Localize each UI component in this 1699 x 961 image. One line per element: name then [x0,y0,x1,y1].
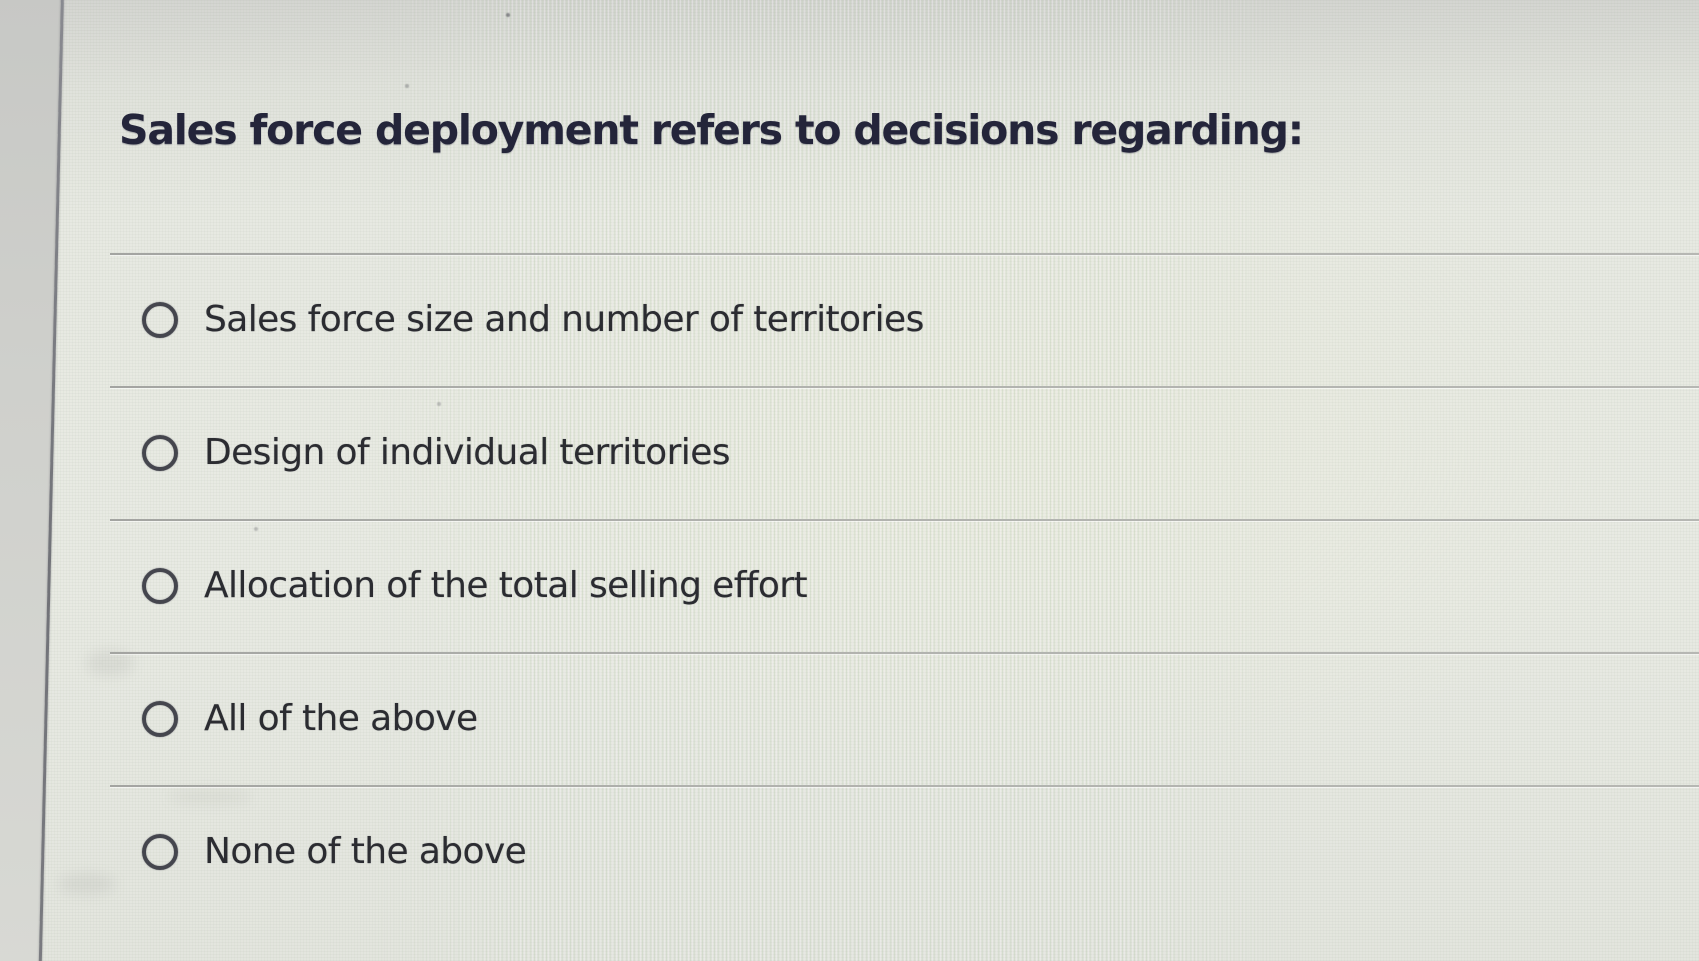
radio-button-icon[interactable] [142,700,178,737]
radio-button-icon[interactable] [142,833,178,870]
answer-option-row-4[interactable]: All of the above [110,652,1699,785]
divider [110,519,1699,521]
divider [110,386,1699,388]
option-label[interactable]: Design of individual territories [204,432,731,473]
answer-options-list: Sales force size and number of territori… [110,253,1699,918]
option-label[interactable]: All of the above [204,698,478,739]
option-label[interactable]: Allocation of the total selling effort [204,565,808,606]
option-label[interactable]: None of the above [204,831,527,872]
divider [110,253,1699,255]
dust-speck [506,13,510,17]
option-label[interactable]: Sales force size and number of territori… [204,299,924,340]
divider [110,785,1699,787]
radio-button-icon[interactable] [142,301,178,338]
option-content: Sales force size and number of territori… [110,253,1699,386]
option-content: Allocation of the total selling effort [110,519,1699,652]
dust-speck [405,84,409,88]
divider [110,652,1699,654]
option-content: None of the above [110,785,1699,918]
answer-option-row-1[interactable]: Sales force size and number of territori… [110,253,1699,386]
answer-option-row-5[interactable]: None of the above [110,785,1699,918]
radio-button-icon[interactable] [142,434,178,471]
question-title: Sales force deployment refers to decisio… [119,106,1304,154]
option-content: Design of individual territories [110,386,1699,519]
option-content: All of the above [110,652,1699,785]
answer-option-row-2[interactable]: Design of individual territories [110,386,1699,519]
photo-smudge [58,874,116,894]
radio-button-icon[interactable] [142,567,178,604]
answer-option-row-3[interactable]: Allocation of the total selling effort [110,519,1699,652]
